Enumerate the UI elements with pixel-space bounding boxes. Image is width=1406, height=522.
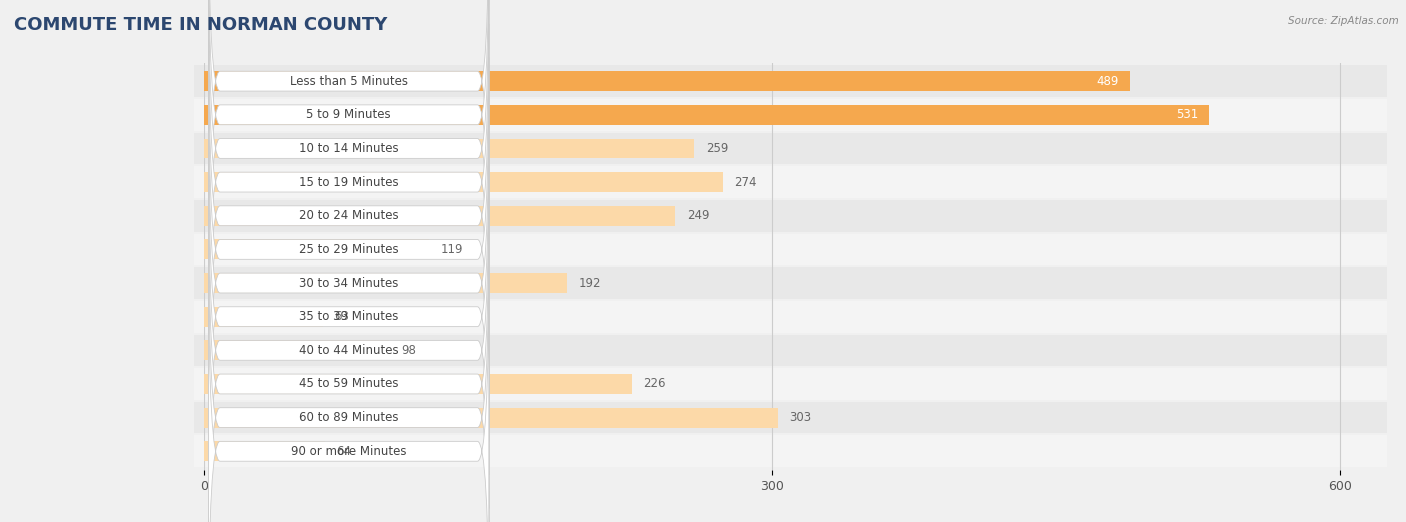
FancyBboxPatch shape <box>208 125 489 508</box>
Bar <box>204 71 1130 91</box>
Bar <box>204 307 323 327</box>
Text: 489: 489 <box>1097 75 1118 88</box>
FancyBboxPatch shape <box>208 259 489 522</box>
FancyBboxPatch shape <box>194 335 1388 366</box>
FancyBboxPatch shape <box>194 65 1388 97</box>
Bar <box>204 206 675 226</box>
Text: Less than 5 Minutes: Less than 5 Minutes <box>290 75 408 88</box>
FancyBboxPatch shape <box>194 402 1388 433</box>
FancyBboxPatch shape <box>194 133 1388 164</box>
Text: COMMUTE TIME IN NORMAN COUNTY: COMMUTE TIME IN NORMAN COUNTY <box>14 16 388 33</box>
Text: 45 to 59 Minutes: 45 to 59 Minutes <box>299 377 398 390</box>
FancyBboxPatch shape <box>208 0 489 374</box>
Text: 119: 119 <box>440 243 463 256</box>
Text: 64: 64 <box>336 445 352 458</box>
FancyBboxPatch shape <box>208 0 489 273</box>
Bar <box>204 408 778 428</box>
FancyBboxPatch shape <box>194 435 1388 467</box>
Bar <box>204 374 631 394</box>
Bar <box>204 138 695 158</box>
FancyBboxPatch shape <box>208 0 489 307</box>
FancyBboxPatch shape <box>194 267 1388 299</box>
FancyBboxPatch shape <box>194 301 1388 333</box>
FancyBboxPatch shape <box>194 167 1388 198</box>
Bar <box>204 240 429 259</box>
FancyBboxPatch shape <box>194 200 1388 232</box>
Text: 30 to 34 Minutes: 30 to 34 Minutes <box>299 277 398 290</box>
Text: 259: 259 <box>706 142 728 155</box>
Text: 15 to 19 Minutes: 15 to 19 Minutes <box>299 175 398 188</box>
Bar <box>204 442 325 461</box>
Text: 60 to 89 Minutes: 60 to 89 Minutes <box>299 411 398 424</box>
Text: 63: 63 <box>335 310 350 323</box>
Text: 531: 531 <box>1175 108 1198 121</box>
FancyBboxPatch shape <box>208 91 489 475</box>
Text: 249: 249 <box>686 209 709 222</box>
Text: 35 to 39 Minutes: 35 to 39 Minutes <box>299 310 398 323</box>
FancyBboxPatch shape <box>208 192 489 522</box>
Bar <box>204 172 723 192</box>
Text: Source: ZipAtlas.com: Source: ZipAtlas.com <box>1288 16 1399 26</box>
Text: 98: 98 <box>401 344 416 357</box>
Bar <box>204 340 389 360</box>
FancyBboxPatch shape <box>208 57 489 442</box>
FancyBboxPatch shape <box>208 158 489 522</box>
Text: 90 or more Minutes: 90 or more Minutes <box>291 445 406 458</box>
Text: 5 to 9 Minutes: 5 to 9 Minutes <box>307 108 391 121</box>
Text: 226: 226 <box>643 377 665 390</box>
Text: 40 to 44 Minutes: 40 to 44 Minutes <box>299 344 398 357</box>
Text: 192: 192 <box>579 277 602 290</box>
FancyBboxPatch shape <box>194 368 1388 400</box>
Text: 274: 274 <box>734 175 756 188</box>
FancyBboxPatch shape <box>208 0 489 340</box>
Bar <box>204 273 568 293</box>
Text: 20 to 24 Minutes: 20 to 24 Minutes <box>299 209 398 222</box>
FancyBboxPatch shape <box>194 99 1388 130</box>
FancyBboxPatch shape <box>208 24 489 408</box>
FancyBboxPatch shape <box>194 233 1388 265</box>
Text: 25 to 29 Minutes: 25 to 29 Minutes <box>299 243 398 256</box>
FancyBboxPatch shape <box>208 226 489 522</box>
Text: 303: 303 <box>789 411 811 424</box>
Text: 10 to 14 Minutes: 10 to 14 Minutes <box>299 142 398 155</box>
Bar <box>204 105 1209 125</box>
